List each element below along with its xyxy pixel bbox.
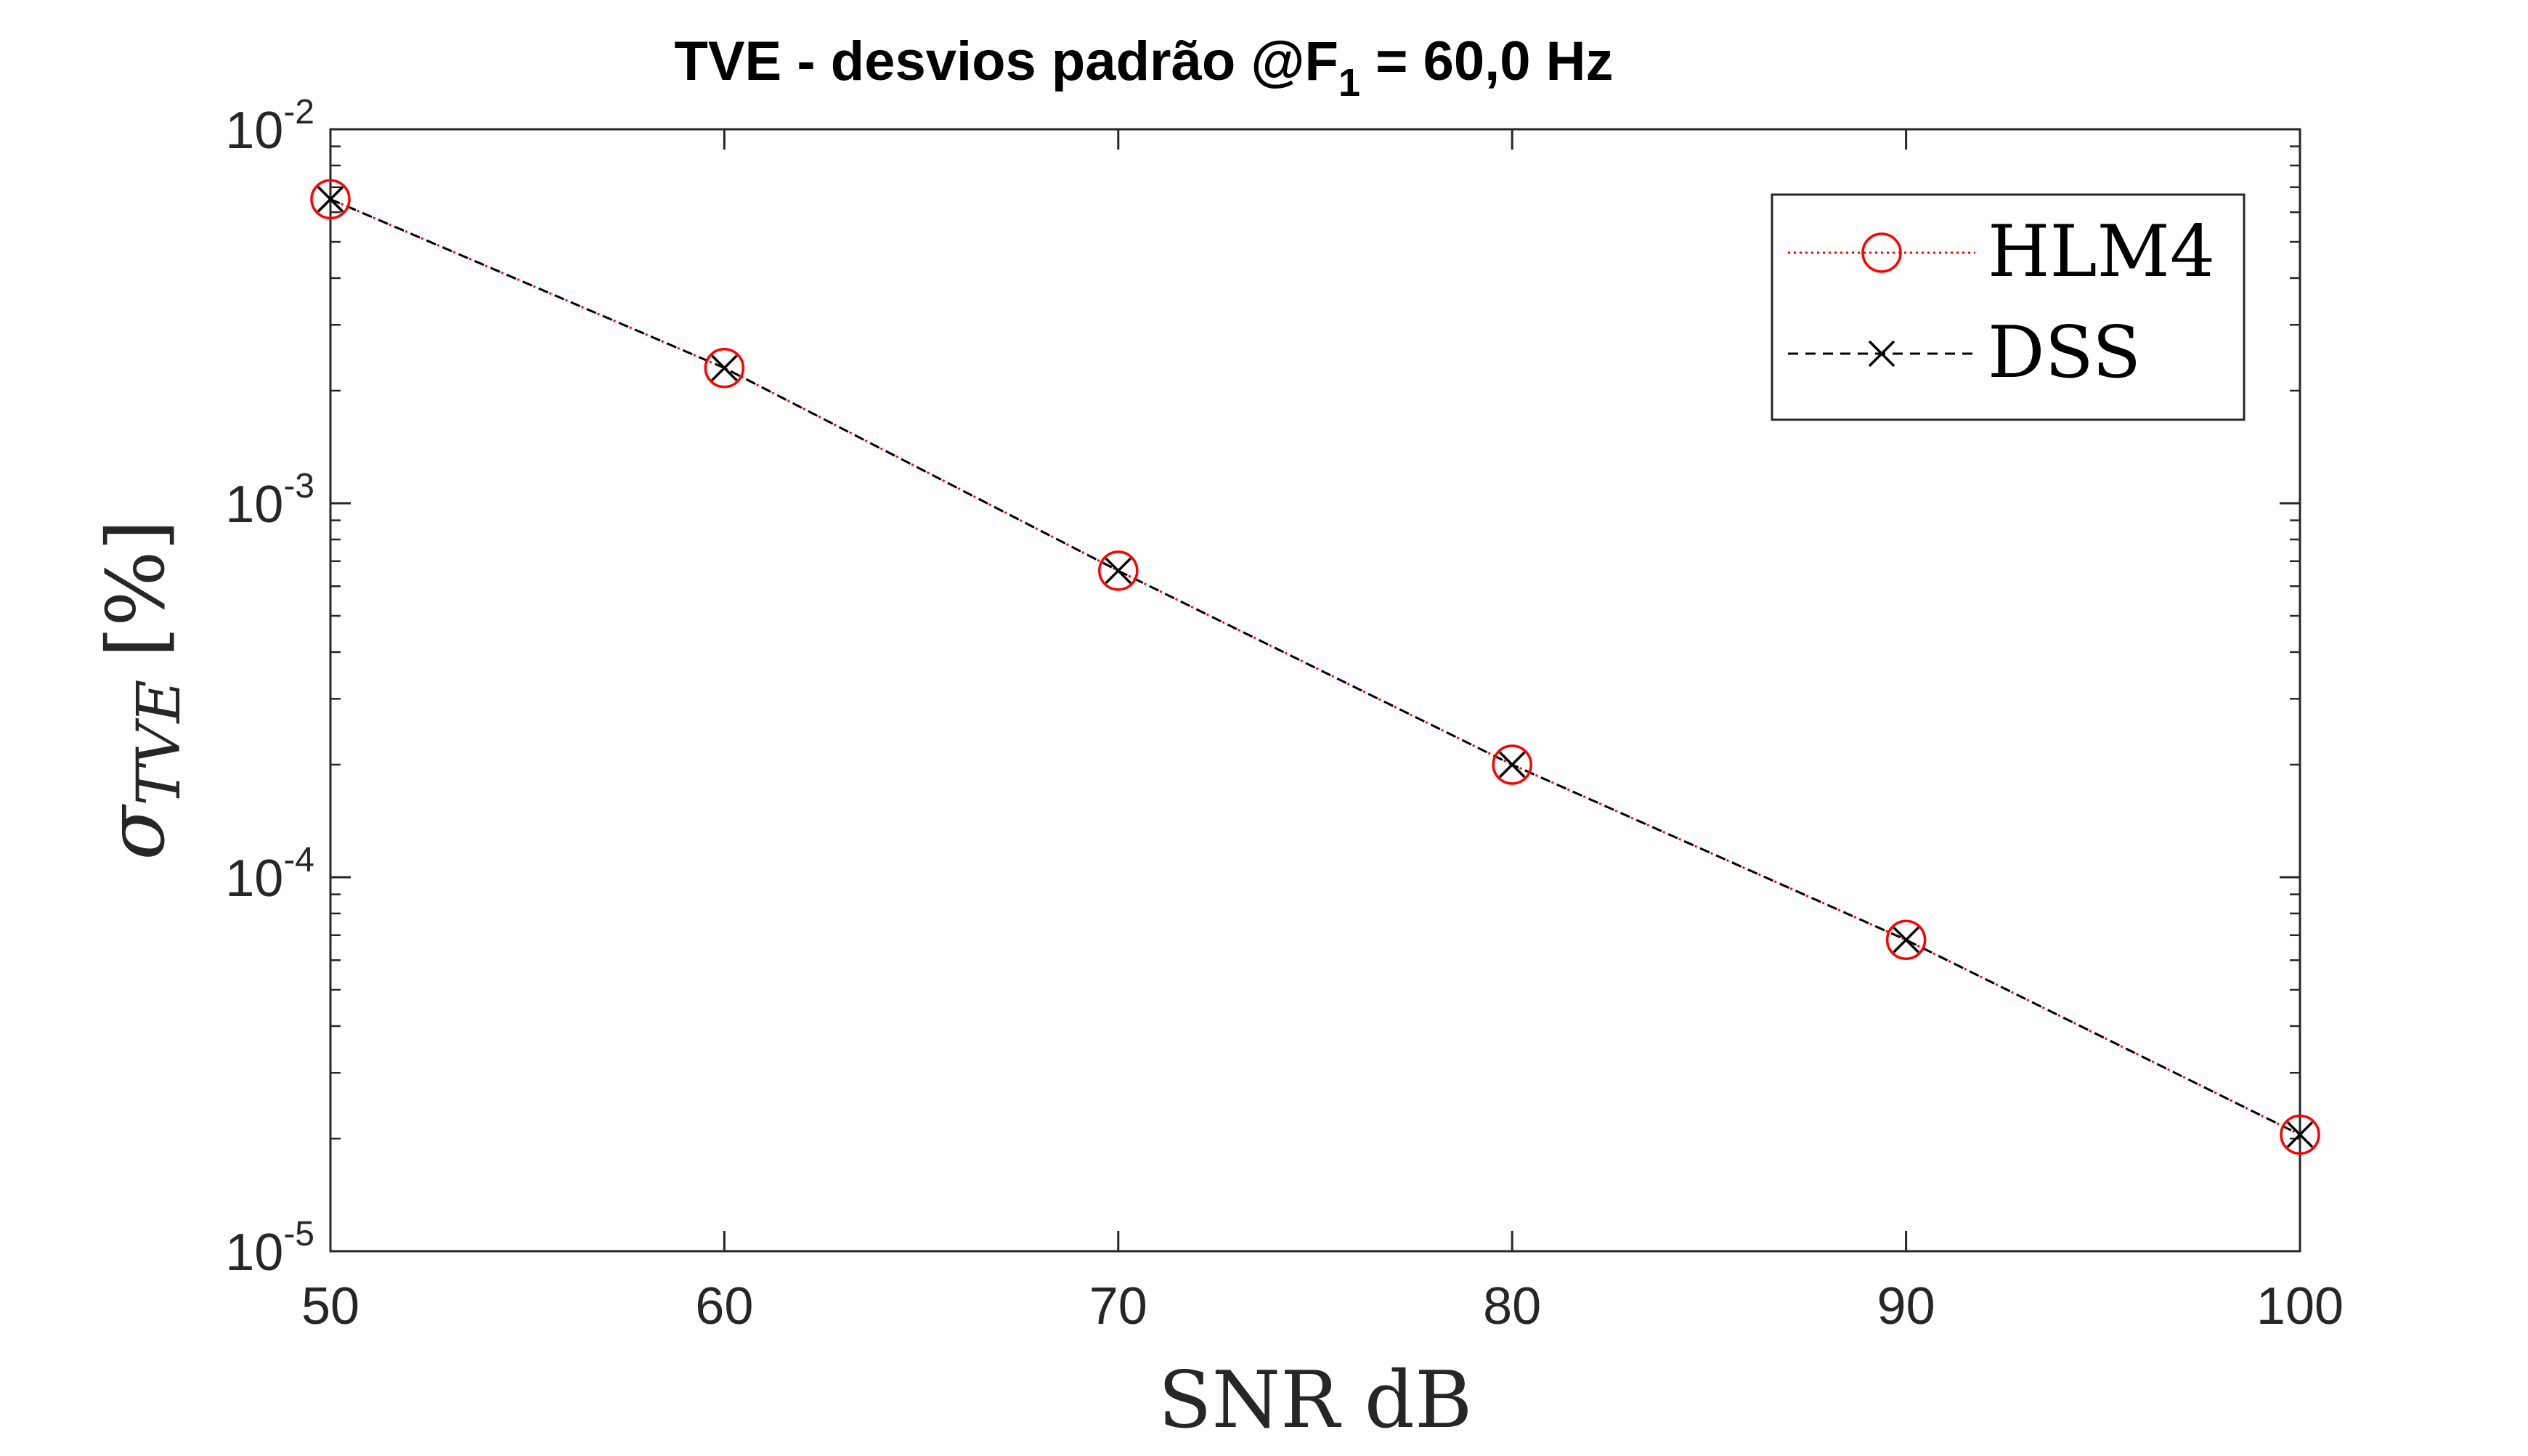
x-marker-stroke: [2286, 1121, 2314, 1148]
data-point-hlm4: [1885, 919, 1927, 961]
x-tick-label: 100: [2256, 1277, 2344, 1335]
data-point-dss: [1893, 927, 1919, 953]
x-tick-labels: 50 60 70 80 90 100: [301, 1277, 2344, 1335]
y-tick-label: 10-2: [225, 93, 314, 160]
x-marker-stroke: [1498, 751, 1526, 778]
axis-ticks: [329, 128, 2301, 1253]
data-point-dss: [2286, 1121, 2314, 1148]
x-tick-label: 50: [301, 1277, 359, 1335]
data-point-hlm4: [2280, 1114, 2320, 1155]
x-tick-label: 90: [1877, 1277, 1935, 1335]
legend-label-dss: DSS: [1988, 312, 2141, 394]
series-line-dss: [330, 198, 2301, 1136]
y-axis-label: σTVE [%]: [89, 519, 194, 860]
x-marker-stroke: [317, 186, 344, 213]
data-point-hlm4: [310, 179, 351, 220]
y-axis-unit: [%]: [89, 519, 182, 657]
plot-area-frame: [329, 128, 2301, 1253]
chart-title: TVE - desvios padrão @F1 = 60,0 Hz: [674, 30, 1613, 105]
legend-label-hlm4: HLM4: [1988, 211, 2215, 293]
x-marker-stroke: [1105, 557, 1132, 585]
series-markers: [310, 179, 2320, 1155]
legend[interactable]: HLM4 DSS: [1771, 193, 2245, 421]
data-point-dss: [711, 354, 738, 381]
x-tick-label: 80: [1483, 1277, 1541, 1335]
svg-text:σTVE[%]: σTVE [%]: [89, 519, 194, 860]
legend-entry-hlm4[interactable]: HLM4: [1788, 211, 2215, 293]
y-tick-label: 10-4: [225, 841, 314, 908]
x-axis-label: SNR dB: [1158, 1355, 1473, 1446]
x-tick-label: 70: [1089, 1277, 1147, 1335]
y-axis-subscript: TVE: [125, 680, 194, 806]
x-marker-stroke: [1893, 927, 1919, 953]
data-point-hlm4: [1098, 550, 1139, 591]
series-lines: [330, 198, 2301, 1136]
data-point-dss: [1105, 557, 1132, 585]
y-tick-label: 10-5: [225, 1215, 314, 1282]
legend-box: [1771, 193, 2245, 421]
x-tick-label: 60: [695, 1277, 753, 1335]
y-tick-label: 10-3: [225, 467, 314, 534]
data-point-dss: [1498, 751, 1526, 778]
y-axis-symbol: σ: [89, 804, 182, 861]
legend-marker-x: [1868, 340, 1895, 367]
legend-marker-circle: [1861, 232, 1902, 273]
data-point-hlm4: [704, 347, 745, 389]
data-point-hlm4: [1492, 744, 1532, 785]
data-point-dss: [317, 186, 344, 213]
legend-entry-dss[interactable]: DSS: [1788, 312, 2141, 394]
y-tick-labels: 10-2 10-3 10-4 10-5: [225, 93, 314, 1282]
x-marker-stroke: [711, 354, 738, 381]
